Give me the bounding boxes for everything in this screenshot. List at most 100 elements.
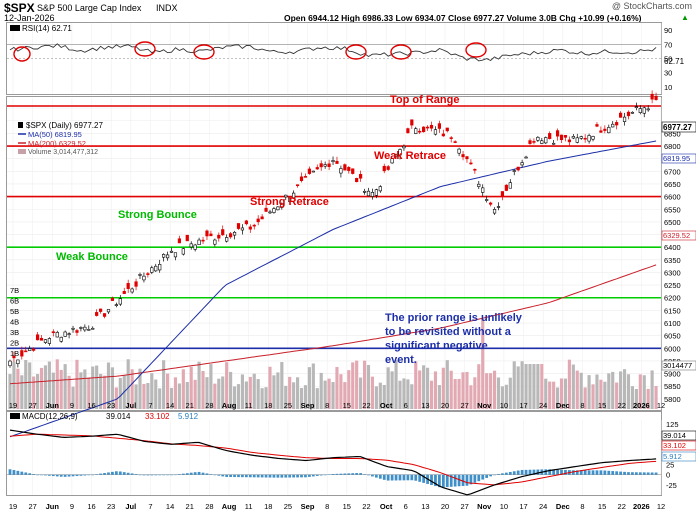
volume-bar (39, 367, 44, 409)
candle-body (201, 239, 205, 242)
macd-x-axis-label: 21 (186, 502, 194, 511)
volume-bar (47, 361, 51, 409)
macd-histogram-bar (524, 469, 528, 475)
volume-bar (362, 360, 367, 409)
macd-histogram-bar (528, 469, 532, 475)
volume-bar (646, 388, 650, 409)
macd-histogram-bar (331, 474, 335, 475)
volume-bar (552, 381, 556, 409)
rsi-axis-tick: 50 (664, 55, 672, 64)
price-tag-text: 6977.27 (663, 123, 692, 132)
x-axis-label: 9 (70, 401, 74, 410)
candle-body (540, 140, 544, 144)
volume-bar (642, 375, 646, 409)
candle-body (260, 216, 264, 220)
macd-histogram-bar (579, 470, 583, 475)
axis-labels: 6850680067506700665066006550650064506400… (9, 129, 681, 511)
macd-histogram-bar (8, 469, 12, 475)
volume-bar (512, 361, 516, 409)
macd-histogram-bar (654, 472, 658, 475)
note-line-3: significant negative (385, 340, 488, 352)
macd-x-axis-label: 17 (519, 502, 527, 511)
macd-x-axis-label: 27 (28, 502, 36, 511)
candle-body (520, 162, 524, 166)
macd-histogram-bar (229, 474, 232, 477)
x-axis-label: Jun (46, 401, 60, 410)
x-axis-label: 25 (284, 401, 292, 410)
x-axis-label: 8 (580, 401, 584, 410)
x-axis-label: 17 (519, 401, 527, 410)
candle-body (130, 288, 134, 293)
volume-bar (445, 360, 449, 409)
macd-x-axis-label: 28 (205, 502, 213, 511)
candle-body (437, 123, 441, 129)
macd-histogram-bar (248, 474, 252, 478)
candle-body (99, 308, 103, 312)
candle-body (567, 139, 571, 143)
candle-body (433, 129, 438, 135)
ma50-line (9, 140, 657, 438)
volume-bar (299, 388, 304, 409)
macd-x-axis-label: 7 (148, 502, 152, 511)
candle-body (555, 130, 560, 137)
macd-axis-tick: 0 (666, 471, 670, 480)
candle-body (315, 167, 319, 170)
macd-histogram-bar (627, 472, 630, 475)
candle-body (591, 136, 595, 140)
volume-bar (154, 379, 158, 409)
macd-histogram-bar (501, 473, 504, 475)
macd-histogram-bar (241, 474, 244, 478)
candle-body (630, 111, 635, 114)
volume-bar (272, 375, 276, 409)
candle-body (295, 184, 300, 187)
macd-histogram-bar (556, 469, 559, 475)
macd-x-axis-label: 22 (362, 502, 370, 511)
candle-body (299, 176, 304, 182)
macd-histogram-bar (355, 473, 359, 475)
candle-body (276, 206, 280, 211)
volume-bar (138, 368, 142, 409)
candle-body (272, 208, 276, 213)
volume-bar (87, 377, 91, 409)
macd-histogram-bar (280, 474, 284, 478)
candle-body (16, 359, 20, 365)
macd-histogram-bar (595, 470, 599, 475)
candle-body (177, 238, 181, 244)
volume-bar (181, 369, 185, 409)
volume-bar (63, 364, 67, 409)
price-axis-tick: 6600 (664, 193, 681, 202)
volume-bar (79, 372, 83, 409)
macd-histogram-bar (575, 470, 579, 475)
volume-bar (615, 382, 619, 409)
volume-bar (429, 380, 434, 409)
macd-histogram-bar (48, 474, 51, 476)
volume-bar (492, 370, 497, 409)
price-axis-tick: 6000 (664, 344, 681, 353)
macd-histogram-bar (103, 473, 106, 475)
macd-histogram-bar (587, 470, 591, 475)
macd-histogram-bar (237, 474, 240, 478)
macd-histogram-bar (244, 474, 248, 478)
macd-x-axis-label: 8 (325, 502, 329, 511)
macd-histogram-bar (178, 474, 181, 475)
volume-bar (240, 374, 244, 409)
volume-bar (520, 361, 524, 409)
volume-axis-tick: 2B (10, 339, 19, 348)
candle-body (134, 281, 138, 287)
volume-bar (457, 378, 461, 409)
price-axis-tick: 5800 (664, 395, 681, 404)
candle-body (461, 154, 465, 158)
candle-body (394, 154, 398, 157)
candle-body (256, 218, 260, 223)
x-axis-label: 24 (539, 401, 547, 410)
candle-body (366, 190, 371, 197)
macd-histogram-bar (552, 469, 556, 475)
overbought-circle (13, 46, 31, 62)
price-axis-tick: 6150 (664, 306, 681, 315)
macd-histogram-bar (12, 470, 16, 475)
x-axis-label: 28 (205, 401, 213, 410)
macd-histogram-bar (465, 474, 469, 486)
candle-body (43, 339, 48, 343)
candle-body (465, 156, 469, 160)
macd-histogram-bar (611, 471, 615, 475)
